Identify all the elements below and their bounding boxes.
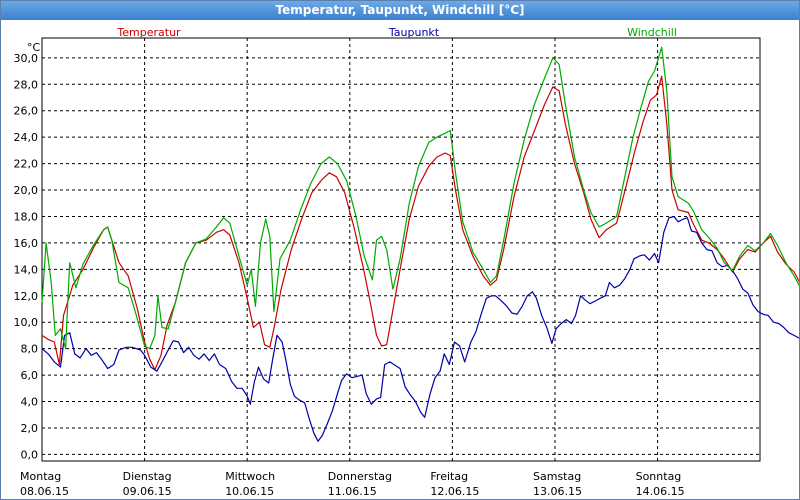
legend-entry-windchill: Windchill <box>627 26 677 39</box>
series-line-taupunkt <box>41 215 799 442</box>
y-tick-label: 16,0 <box>14 237 39 250</box>
series-lines <box>41 46 799 442</box>
legend-entry-temperatur: Temperatur <box>116 26 181 39</box>
y-tick-label: 20,0 <box>14 184 39 197</box>
y-tick-label: 12,0 <box>14 290 39 303</box>
series-line-windchill <box>41 46 799 350</box>
y-tick-label: 14,0 <box>14 263 39 276</box>
x-tick-day: Samstag <box>533 470 581 483</box>
y-tick-label: 22,0 <box>14 158 39 171</box>
y-tick-label: 10,0 <box>14 316 39 329</box>
y-tick-label: 24,0 <box>14 131 39 144</box>
y-axis-ticks: 0,0 2,0 4,0 6,0 8,0 10,0 12,0 14,0 16,0 18,0 20,0 2… <box>14 52 39 462</box>
chart-title: Temperatur, Taupunkt, Windchill [°C] <box>1 1 799 20</box>
x-tick-day: Mittwoch <box>225 470 275 483</box>
y-tick-label: 28,0 <box>14 78 39 91</box>
x-tick-date: 12.06.15 <box>430 485 479 498</box>
y-tick-label: 30,0 <box>14 52 39 65</box>
y-axis-unit-label: °C <box>27 41 41 54</box>
x-tick-day: Donnerstag <box>328 470 392 483</box>
x-tick-day: Sonntag <box>636 470 682 483</box>
y-tick-label: 26,0 <box>14 105 39 118</box>
grid-lines <box>42 38 760 461</box>
x-tick-date: 08.06.15 <box>20 485 69 498</box>
x-tick-date: 11.06.15 <box>328 485 377 498</box>
x-tick-day: Dienstag <box>123 470 172 483</box>
legend-entry-taupunkt: Taupunkt <box>388 26 440 39</box>
x-tick-date: 09.06.15 <box>123 485 172 498</box>
y-tick-label: 2,0 <box>21 422 39 435</box>
plot-border <box>41 37 761 462</box>
legend: Temperatur Taupunkt Windchill <box>116 26 677 39</box>
y-tick-label: 0,0 <box>21 448 39 461</box>
x-tick-date: 13.06.15 <box>533 485 582 498</box>
x-axis-ticks: Montag 08.06.15 Dienstag 09.06.15 Mittwoch 10… <box>20 470 685 498</box>
x-tick-day: Freitag <box>430 470 468 483</box>
y-tick-label: 4,0 <box>21 396 39 409</box>
y-tick-label: 18,0 <box>14 210 39 223</box>
x-tick-date: 14.06.15 <box>636 485 685 498</box>
x-tick-date: 10.06.15 <box>225 485 274 498</box>
y-tick-label: 6,0 <box>21 369 39 382</box>
y-tick-label: 8,0 <box>21 343 39 356</box>
series-line-temperatur <box>41 75 799 371</box>
x-tick-day: Montag <box>20 470 61 483</box>
